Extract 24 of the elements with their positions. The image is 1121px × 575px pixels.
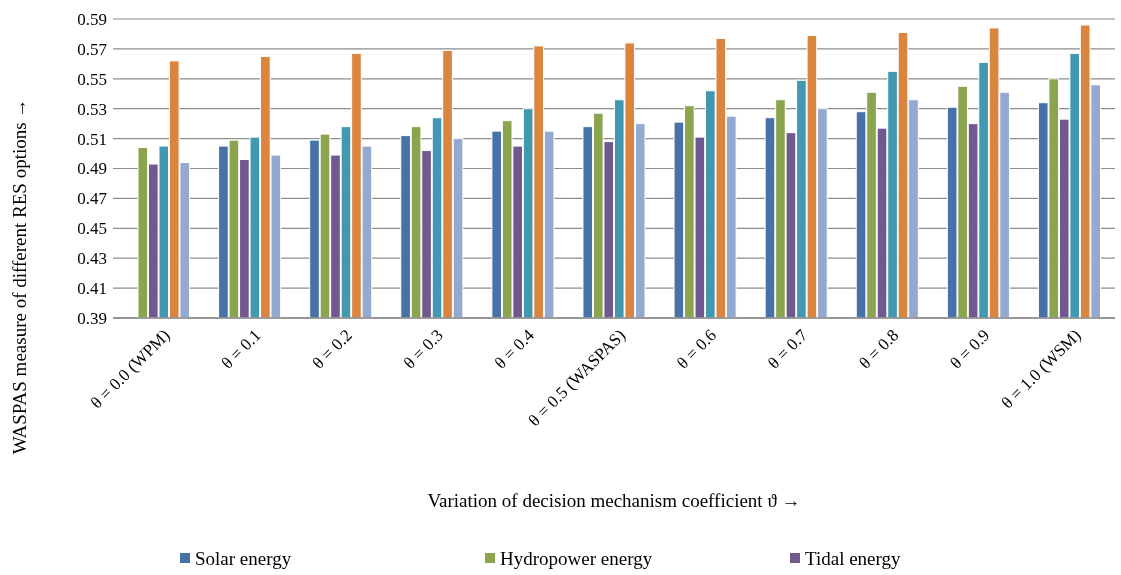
y-tick-label: 0.59 [77, 9, 107, 29]
x-tick-label: θ = 0.8 [855, 325, 903, 373]
y-tick-label: 0.39 [77, 308, 107, 328]
legend-label: Solar energy [195, 547, 292, 569]
x-tick-label: θ = 0.6 [673, 325, 721, 373]
x-tick-label: θ = 0.4 [490, 325, 539, 373]
x-tick-label: θ = 0.9 [946, 325, 994, 373]
y-tick-label: 0.55 [77, 69, 107, 89]
x-tick-label: θ = 0.7 [764, 325, 812, 373]
y-tick-label: 0.47 [77, 189, 108, 209]
y-tick-label: 0.53 [77, 99, 107, 119]
x-tick-label: θ = 0.3 [399, 325, 447, 373]
y-tick-label: 0.43 [77, 249, 107, 269]
legend-label: Hydropower energy [500, 547, 653, 569]
y-tick-label: 0.45 [77, 219, 107, 239]
legend-label: Tidal energy [805, 547, 902, 569]
y-tick-label: 0.57 [77, 39, 108, 59]
x-tick-label: θ = 0.1 [217, 325, 265, 373]
y-tick-label: 0.41 [77, 279, 107, 299]
y-axis-title: WASPAS measure of different RES options → [9, 98, 30, 455]
y-tick-label: 0.49 [77, 159, 107, 179]
x-tick-label: θ = 0.2 [308, 325, 356, 373]
x-axis-title: Variation of decision mechanism coefficient ϑ → [427, 490, 801, 511]
y-tick-label: 0.51 [77, 129, 107, 149]
